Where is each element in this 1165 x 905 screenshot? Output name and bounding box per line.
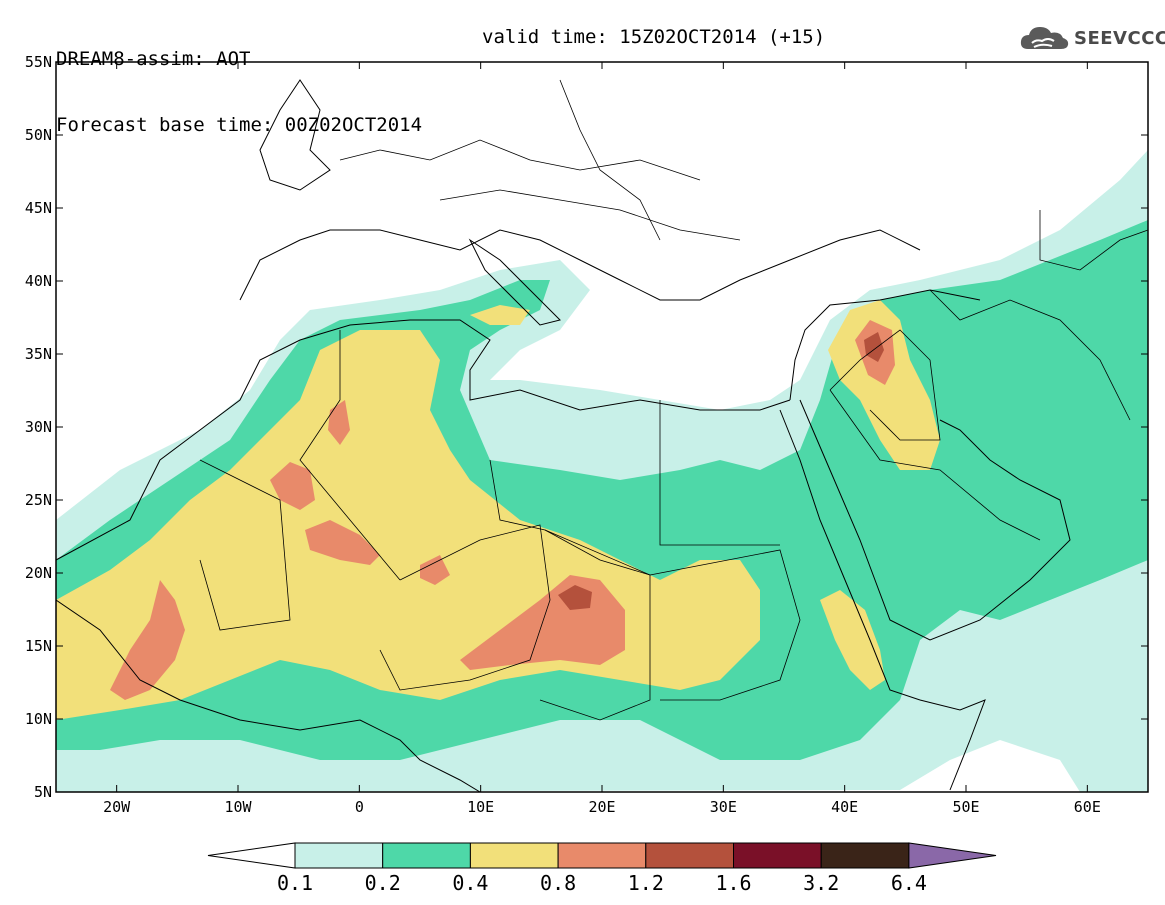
cloud-icon — [1020, 27, 1069, 49]
logo-text: SEEVCCC — [1074, 27, 1165, 49]
base-time: Forecast base time: 00Z02OCT2014 — [56, 114, 423, 136]
border-europe-b — [439, 189, 741, 241]
colorbar-level-label: 0.2 — [365, 871, 401, 895]
map-title: DREAM8-assim: AOT — [56, 48, 251, 70]
border-egypt — [659, 400, 780, 546]
lat-tick-label: 25N — [25, 491, 52, 509]
aot-level-0.4-tunis — [470, 305, 530, 325]
border-iran — [929, 289, 1131, 421]
coast-red-sea — [779, 409, 921, 701]
lon-tick-label: 60E — [1074, 798, 1101, 816]
aot-level-0.8-niger — [420, 555, 450, 585]
borders — [199, 79, 1148, 721]
seevccc-logo: SEEVCCC — [1018, 22, 1165, 54]
aot-level-1.2-iraq — [864, 332, 884, 362]
aot-level-0.8-sahara — [270, 462, 315, 510]
colorbar-segment — [733, 842, 822, 869]
lat-tick-label: 50N — [25, 126, 52, 144]
lat-tick-label: 15N — [25, 637, 52, 655]
aot-level-0.4-redsea — [820, 590, 885, 690]
colorbar-below-arrow — [207, 842, 296, 869]
coast-italy — [468, 238, 561, 326]
lon-tick-label: 50E — [952, 798, 979, 816]
lon-tick-label: 20E — [588, 798, 615, 816]
colorbar-level-label: 3.2 — [803, 871, 839, 895]
border-algeria — [299, 330, 401, 581]
colorbar-segment — [382, 842, 471, 869]
colorbar-above-arrow — [908, 842, 997, 869]
coast-horn — [919, 699, 986, 791]
lat-tick-label: 45N — [25, 199, 52, 217]
colorbar-segment — [469, 842, 559, 869]
lon-tick-label: 30E — [710, 798, 737, 816]
border-iraq — [829, 329, 941, 441]
border-sudan — [649, 549, 801, 701]
lat-tick-label: 30N — [25, 418, 52, 436]
lat-tick-label: 55N — [25, 53, 52, 71]
colorbar: 0.1 0.2 0.4 0.8 1.2 1.6 3.2 6.4 — [207, 842, 997, 895]
lat-tick-label: 10N — [25, 710, 52, 728]
coast-uk — [259, 79, 331, 191]
lat-tick-label: 40N — [25, 272, 52, 290]
map-header: DREAM8-assim: AOT Forecast base time: 00… — [56, 4, 825, 180]
lat-tick-label: 35N — [25, 345, 52, 363]
lon-tick-label: 40E — [831, 798, 858, 816]
valid-time: valid time: 15Z02OCT2014 (+15) — [482, 26, 826, 48]
aot-level-0.8-senegal — [110, 580, 185, 700]
aot-level-0.8-mali — [305, 520, 380, 565]
border-saudi — [829, 389, 1041, 541]
coast-west-africa — [56, 599, 481, 792]
coast-arabia — [799, 399, 1071, 641]
latitude-axis: 55N 50N 45N 40N 35N 30N 25N 20N 15N 10N 5N — [25, 53, 1148, 801]
border-chad — [539, 529, 651, 721]
colorbar-level-label: 0.1 — [277, 871, 313, 895]
lat-tick-label: 20N — [25, 564, 52, 582]
lon-tick-label: 20W — [103, 798, 131, 816]
aot-level-1.2-chad — [558, 585, 592, 610]
aot-field — [56, 150, 1148, 792]
colorbar-level-label: 0.4 — [452, 871, 488, 895]
coast-north-africa — [56, 319, 791, 561]
lat-tick-label: 5N — [34, 783, 52, 801]
border-niger — [379, 524, 551, 691]
colorbar-level-label: 6.4 — [891, 871, 927, 895]
border-europe-c — [559, 79, 661, 241]
border-mali — [199, 459, 291, 631]
longitude-axis: 20W 10W 0 10E 20E 30E 40E 50E 60E — [103, 62, 1101, 816]
lon-tick-label: 10W — [224, 798, 252, 816]
coastlines — [56, 79, 1071, 792]
colorbar-level-label: 1.2 — [628, 871, 664, 895]
border-kazakh — [1039, 210, 1148, 271]
lon-tick-label: 0 — [355, 798, 364, 816]
colorbar-segment — [820, 842, 910, 869]
aot-level-0.8-algeria — [328, 400, 350, 445]
colorbar-level-label: 1.6 — [715, 871, 751, 895]
lon-tick-label: 10E — [467, 798, 494, 816]
border-europe-a — [339, 139, 701, 181]
colorbar-segment — [557, 842, 647, 869]
colorbar-segment — [645, 842, 734, 869]
coast-europe — [239, 229, 921, 301]
colorbar-segment — [294, 842, 384, 869]
colorbar-level-label: 0.8 — [540, 871, 576, 895]
